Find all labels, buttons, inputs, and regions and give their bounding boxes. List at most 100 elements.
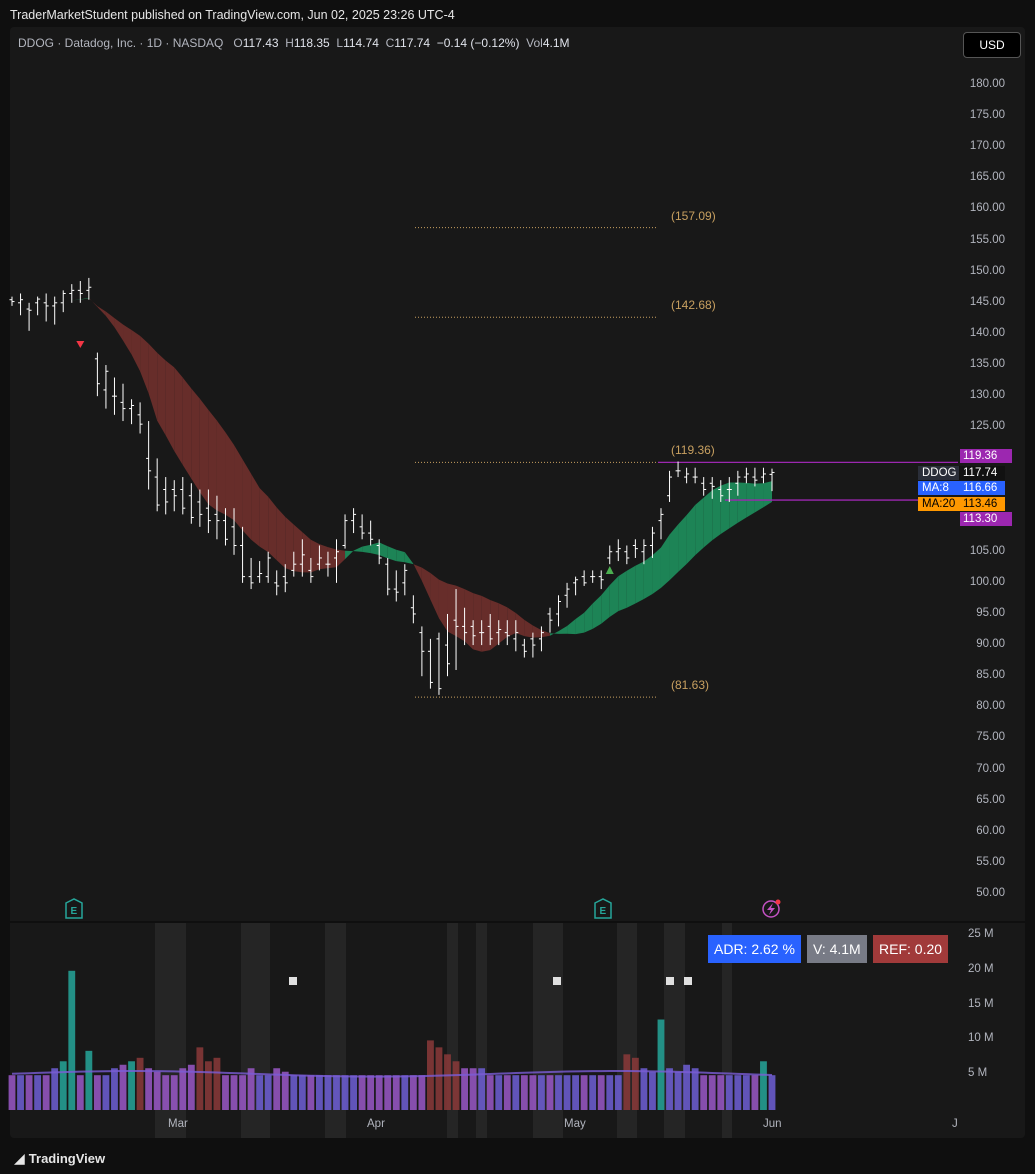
- volume-bar: [273, 1068, 281, 1110]
- ohlc-bar: [667, 470, 673, 502]
- volume-bar: [751, 1075, 759, 1110]
- ohlc-bar: [752, 467, 758, 487]
- ohlc-bar: [308, 557, 314, 583]
- ohlc-bar: [325, 551, 331, 577]
- volume-pane-marker: [666, 977, 674, 985]
- ohlc-bar: [86, 277, 92, 300]
- ohlc-bar: [581, 570, 587, 586]
- ma-band-segment: [208, 409, 217, 511]
- ma-band-segment: [174, 367, 183, 465]
- time-axis-tick: Apr: [367, 1118, 385, 1130]
- lightning-ring: [762, 900, 780, 918]
- volume-bar: [760, 1061, 767, 1110]
- price-axis-tick: 95.00: [976, 606, 1005, 619]
- ref-badge: REF: 0.20: [873, 935, 949, 963]
- volume-bar: [213, 1057, 221, 1110]
- volume-bar: [145, 1068, 153, 1110]
- ma-band-segment: [669, 524, 679, 581]
- ohlc-bar: [60, 290, 66, 313]
- ma-band-segment: [575, 612, 585, 635]
- ohlc-bar: [632, 539, 638, 558]
- ma-band-segment: [413, 563, 422, 581]
- tradingview-logo[interactable]: ◢ TradingView: [14, 1150, 106, 1166]
- volume-pane-marker: [553, 977, 561, 985]
- ohlc-bar: [462, 607, 468, 646]
- price-axis-tick: 105.00: [969, 544, 1005, 557]
- time-axis-tick: J: [952, 1118, 958, 1130]
- ma-band-segment: [652, 547, 661, 595]
- ohlc-bar: [701, 477, 707, 496]
- ma-band-segment: [302, 532, 311, 573]
- price-axis-tick: 60.00: [976, 824, 1005, 837]
- currency-button[interactable]: USD: [963, 32, 1021, 58]
- ma-band-segment: [464, 589, 474, 650]
- ohlc-bar: [163, 477, 169, 515]
- ohlc-bar: [222, 508, 228, 546]
- price-axis-tick: 125.00: [969, 420, 1005, 433]
- ohlc-bar: [52, 296, 58, 325]
- volume-bar: [478, 1068, 486, 1110]
- ohlc-bar: [393, 570, 399, 602]
- volume-bar: [734, 1075, 742, 1110]
- volume-bar: [495, 1075, 503, 1110]
- ohlc-bar: [146, 421, 152, 490]
- ma-band-segment: [199, 398, 209, 505]
- ma-band-segment: [763, 481, 772, 508]
- ma-band-segment: [507, 607, 516, 637]
- volume-bar: [435, 1047, 443, 1110]
- volume-bar: [725, 1075, 733, 1110]
- volume-bar: [580, 1075, 588, 1110]
- ohlc-bar: [410, 595, 416, 624]
- ohlc-bar: [573, 576, 579, 596]
- ma-band-segment: [737, 482, 747, 523]
- ohlc-bar: [240, 526, 246, 583]
- ohlc-bar: [137, 402, 143, 434]
- ma-band-segment: [558, 626, 568, 634]
- volume-badge: V: 4.1M: [807, 935, 867, 963]
- volume-bar: [316, 1075, 323, 1110]
- volume-bar: [700, 1075, 708, 1110]
- volume-value: 4.1M: [542, 36, 570, 50]
- ma-band-segment: [276, 507, 286, 569]
- volume-bar: [401, 1075, 409, 1110]
- ohlc-bar: [598, 570, 604, 590]
- volume-bar: [469, 1068, 477, 1110]
- ma-band-segment: [729, 482, 738, 529]
- ohlc-bar: [470, 620, 476, 646]
- price-axis-tick: 75.00: [976, 731, 1005, 744]
- ma-band-segment: [695, 497, 704, 556]
- price-axis-tick: 180.00: [969, 78, 1005, 90]
- volume-bar: [256, 1075, 264, 1110]
- symbol-price-tag: DDOG 117.74: [918, 466, 1005, 480]
- volume-axis-tick: 5 M: [968, 1067, 988, 1080]
- volume-bar: [768, 1075, 776, 1110]
- volume-bar: [187, 1064, 195, 1110]
- price-axis-tick: 80.00: [976, 700, 1005, 713]
- volume-bar: [683, 1064, 691, 1110]
- ma-band-segment: [140, 335, 149, 394]
- ma-band-segment: [635, 561, 644, 604]
- volume-bar: [452, 1061, 460, 1110]
- symbol-title[interactable]: DDOG · Datadog, Inc. · 1D · NASDAQ: [18, 36, 224, 50]
- ma-band-segment: [438, 579, 448, 632]
- ma-band-segment: [63, 300, 72, 302]
- volume-bar: [657, 1019, 665, 1110]
- ma-band-segment: [720, 482, 730, 534]
- volume-bar: [674, 1071, 682, 1110]
- volume-bar: [350, 1075, 357, 1110]
- volume-bar: [503, 1075, 511, 1110]
- ma-band-segment: [182, 377, 192, 479]
- ma-band-segment: [165, 360, 175, 451]
- ohlc-bar: [9, 296, 15, 306]
- price-axis-tick: 55.00: [976, 855, 1005, 868]
- ohlc-bar: [248, 557, 254, 590]
- ma-band-segment: [293, 524, 303, 573]
- ma-band-segment: [259, 488, 269, 553]
- ma-band-segment: [285, 516, 294, 572]
- price-axis-tick: 165.00: [969, 171, 1005, 184]
- volume-axis-tick: 25 M: [968, 928, 994, 940]
- volume-bar: [298, 1075, 306, 1110]
- price-axis-tick: 100.00: [969, 575, 1005, 588]
- ma-band-segment: [490, 599, 499, 651]
